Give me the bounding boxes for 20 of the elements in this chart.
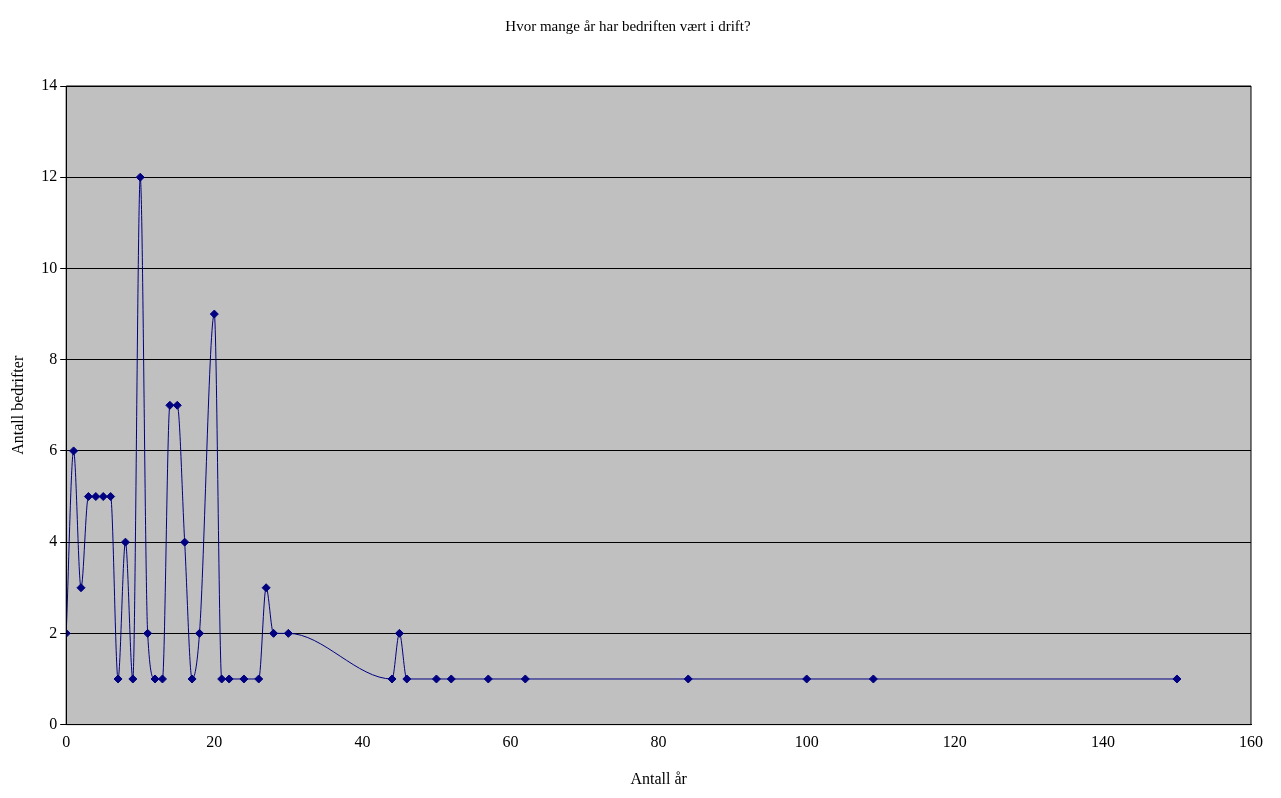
y-tick-label: 8 [49,349,58,367]
x-tick-label: 160 [1239,733,1263,751]
y-tick-label: 6 [49,441,58,459]
x-tick-label: 20 [206,733,223,751]
x-tick-label: 100 [794,733,819,751]
y-tick-label: 12 [41,167,58,185]
y-tick-label: 2 [49,623,58,641]
y-tick-label: 0 [49,714,58,732]
x-tick-label: 40 [354,733,371,751]
y-tick-label: 14 [41,76,58,94]
y-tick-label: 4 [49,532,58,550]
x-tick-label: 80 [650,733,667,751]
x-tick-label: 0 [62,733,71,751]
x-tick-label: 120 [942,733,967,751]
y-tick-label: 10 [41,258,58,276]
x-tick-label: 60 [502,733,519,751]
x-axis-title: Antall år [630,769,688,787]
x-tick-label: 140 [1090,733,1115,751]
y-axis-title: Antall bedrifter [8,355,26,455]
chart-title: Hvor mange år har bedriften vært i drift? [505,17,751,34]
